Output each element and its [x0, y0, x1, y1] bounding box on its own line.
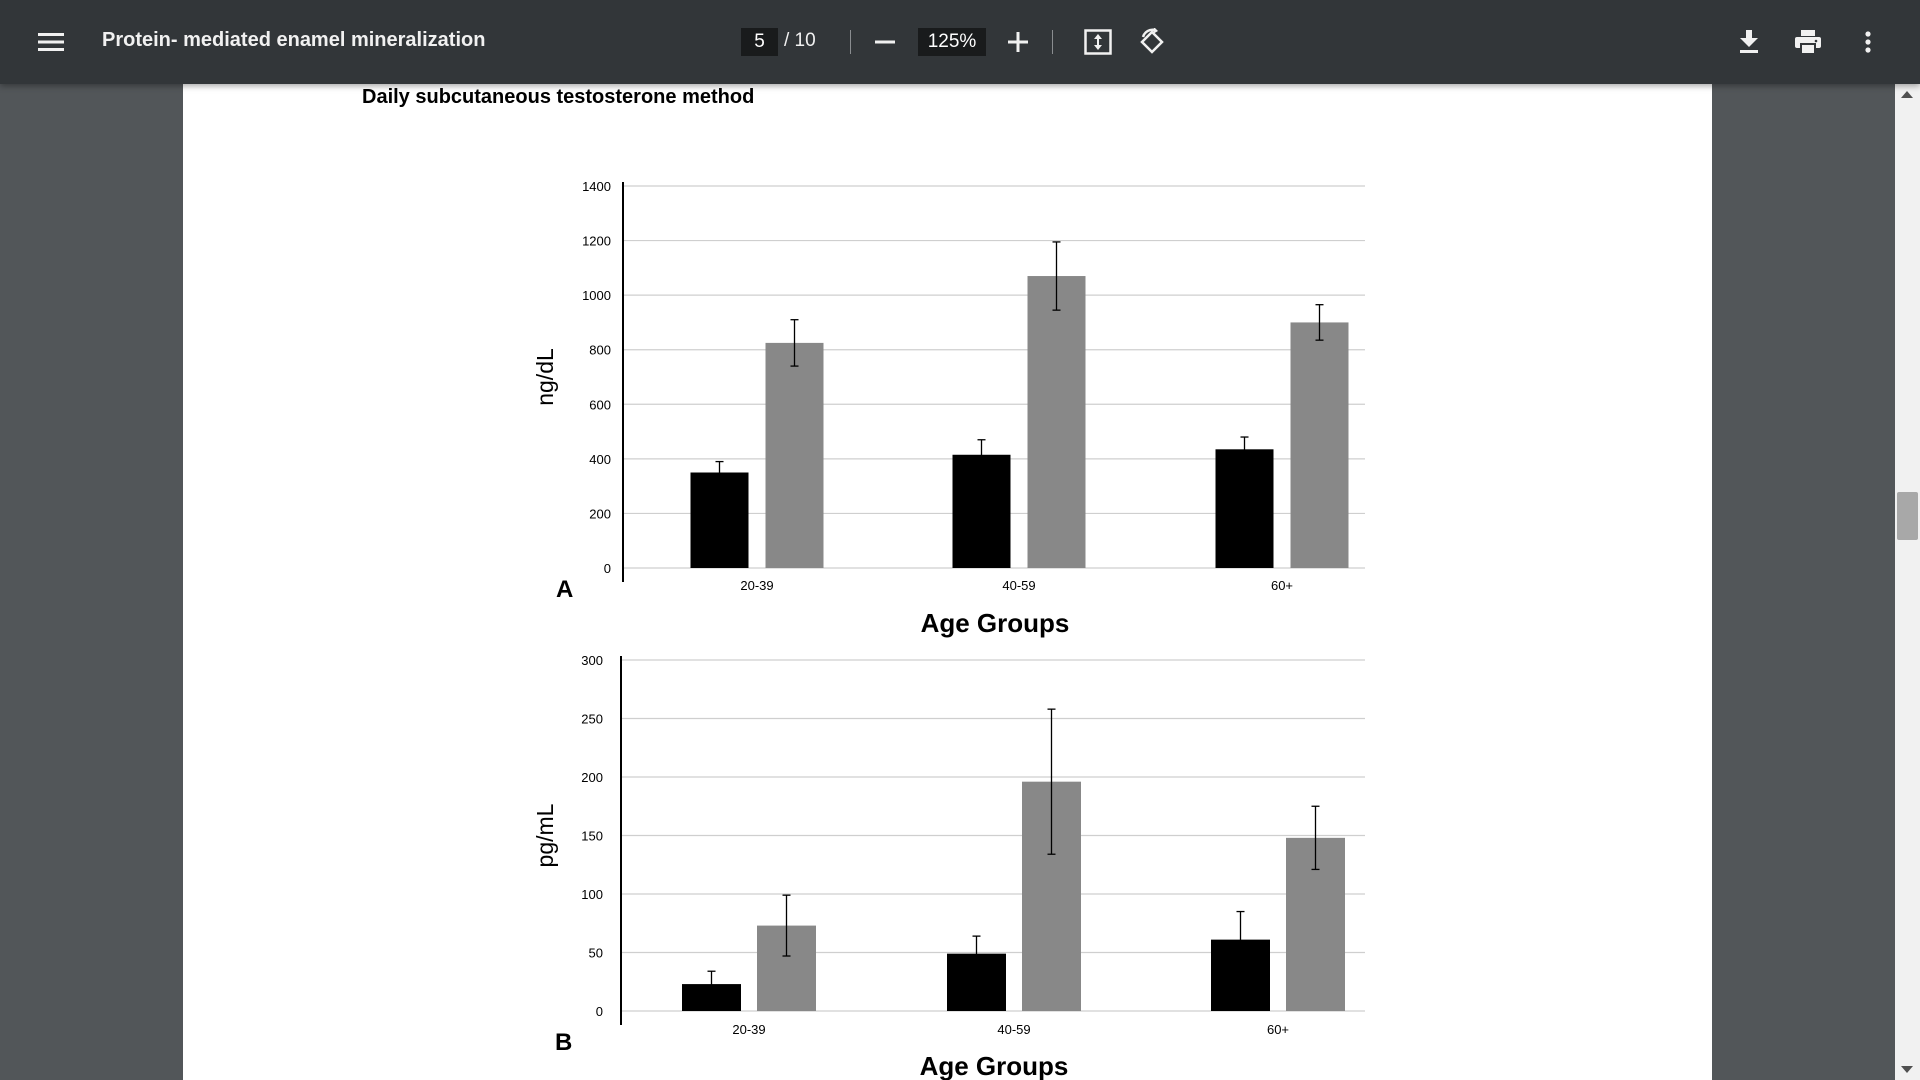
section-title: Daily subcutaneous testosterone method	[362, 86, 755, 108]
fit-to-page-button[interactable]	[1076, 20, 1120, 64]
bar-series-1-20-39	[690, 472, 749, 568]
hamburger-menu-icon[interactable]	[29, 20, 73, 64]
pdf-toolbar: Protein- mediated enamel mineralization …	[0, 0, 1920, 84]
document-title: Protein- mediated enamel mineralization	[102, 29, 486, 51]
print-button[interactable]	[1786, 20, 1830, 64]
scrollbar-thumb[interactable]	[1897, 492, 1918, 540]
more-actions-button[interactable]	[1846, 20, 1890, 64]
bar-series-1-40-59	[952, 454, 1011, 568]
chart-panel-b: 0 50 100 150 200 250 300 20-39 40-59 60+ pg/mL Age …	[532, 653, 1365, 1080]
more-vertical-icon	[1865, 31, 1871, 53]
x-category-label: 60+	[1271, 578, 1293, 593]
fit-to-page-icon	[1084, 29, 1112, 55]
bar-series-1-60+	[1215, 449, 1274, 568]
y-tick-label: 0	[604, 561, 611, 576]
rotate-button[interactable]	[1130, 20, 1174, 64]
y-tick-label: 250	[581, 712, 603, 727]
panel-label: A	[556, 576, 573, 603]
page-total: / 10	[784, 30, 816, 51]
y-tick-label: 100	[581, 887, 603, 902]
bar-series-2-40-59	[1027, 276, 1086, 568]
y-tick-label: 0	[596, 1004, 603, 1019]
x-category-label: 40-59	[1002, 578, 1035, 593]
x-category-label: 20-39	[740, 578, 773, 593]
y-axis-label: pg/mL	[532, 803, 558, 867]
y-tick-label: 400	[589, 452, 611, 467]
download-button[interactable]	[1727, 20, 1771, 64]
bar-series-2-60+	[1290, 322, 1349, 568]
pdf-page: Daily subcutaneous testosterone method 0…	[183, 84, 1712, 1080]
y-axis-label: ng/dL	[532, 348, 558, 406]
x-category-label: 20-39	[732, 1022, 765, 1037]
scroll-down-arrow-icon[interactable]	[1901, 1066, 1913, 1073]
plus-icon	[1008, 32, 1028, 52]
y-tick-label: 150	[581, 829, 603, 844]
chart-panel-a: 0 200 400 600 800 1000 1200 1400 20-39 40-59 60+ ng…	[532, 179, 1365, 638]
x-axis-label: Age Groups	[920, 1051, 1069, 1080]
y-tick-label: 200	[581, 770, 603, 785]
y-tick-label: 200	[589, 506, 611, 521]
toolbar-divider	[1052, 30, 1053, 54]
y-tick-label: 1200	[582, 234, 611, 249]
x-axis-label: Age Groups	[921, 608, 1070, 638]
vertical-scrollbar[interactable]	[1895, 84, 1920, 1080]
minus-icon	[875, 40, 895, 44]
y-tick-label: 600	[589, 397, 611, 412]
panel-label: B	[555, 1029, 572, 1056]
page-number-input[interactable]	[741, 28, 778, 56]
y-tick-label: 800	[589, 343, 611, 358]
download-icon	[1740, 30, 1758, 53]
y-tick-label: 50	[589, 946, 603, 961]
zoom-out-button[interactable]	[863, 20, 907, 64]
y-tick-label: 1000	[582, 288, 611, 303]
toolbar-divider	[850, 30, 851, 54]
scroll-up-arrow-icon[interactable]	[1901, 91, 1913, 98]
zoom-in-button[interactable]	[996, 20, 1040, 64]
y-tick-label: 300	[581, 653, 603, 668]
x-category-label: 60+	[1267, 1022, 1289, 1037]
rotate-counterclockwise-icon	[1140, 28, 1164, 54]
y-tick-label: 1400	[582, 179, 611, 194]
bar-series-2-20-39	[765, 342, 824, 568]
x-category-label: 40-59	[997, 1022, 1030, 1037]
zoom-level-input[interactable]	[918, 28, 986, 56]
print-icon	[1795, 30, 1821, 54]
